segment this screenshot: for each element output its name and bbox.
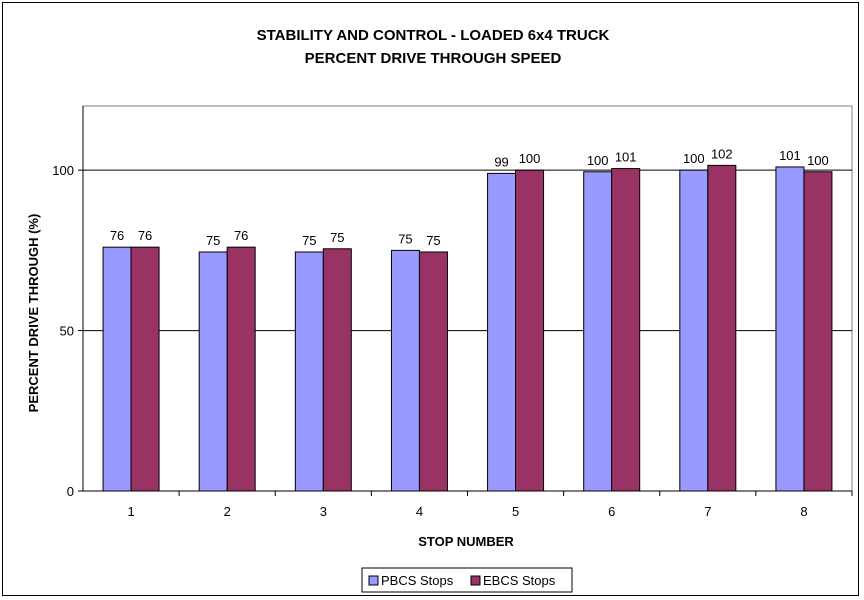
- bar-ebcs: [418, 251, 448, 492]
- data-label: 75: [302, 233, 316, 248]
- bar-pbcs: [583, 171, 613, 492]
- legend-box: [361, 567, 573, 593]
- legend-swatch-pbcs: [368, 575, 379, 586]
- data-label: 75: [398, 231, 412, 246]
- data-label: 100: [683, 151, 705, 166]
- x-tick-label: 7: [704, 504, 711, 519]
- legend-swatch-ebcs: [470, 575, 481, 586]
- legend-label-ebcs: EBCS Stops: [483, 573, 556, 588]
- data-label: 102: [711, 146, 733, 161]
- x-tick-label: 4: [416, 504, 423, 519]
- x-tick-label: 6: [608, 504, 615, 519]
- bar-ebcs: [803, 171, 833, 492]
- chart-svg: STABILITY AND CONTROL - LOADED 6x4 TRUCK…: [26, 27, 853, 593]
- bar-pbcs: [198, 251, 228, 492]
- data-label: 101: [779, 148, 801, 163]
- data-label: 75: [330, 230, 344, 245]
- y-tick-label: 50: [60, 324, 74, 339]
- x-tick-label: 2: [224, 504, 231, 519]
- plot-area: 0 50 100 1 76 76 2 75 76 3 75 75 4 75 75 5 99 100 6 100 101 7…: [52, 105, 853, 519]
- data-label: 76: [110, 228, 124, 243]
- bar-ebcs: [322, 248, 352, 492]
- x-tick-label: 3: [320, 504, 327, 519]
- data-label: 100: [587, 153, 609, 168]
- bar-pbcs: [390, 249, 420, 492]
- data-label: 100: [519, 151, 541, 166]
- y-axis-title: PERCENT DRIVE THROUGH (%): [26, 214, 41, 413]
- bar-ebcs: [130, 246, 160, 492]
- data-label: 75: [206, 233, 220, 248]
- y-tick-label: 100: [52, 163, 74, 178]
- data-label: 100: [807, 153, 829, 168]
- bar-pbcs: [679, 169, 709, 492]
- data-label: 99: [494, 154, 508, 169]
- bar-ebcs: [515, 169, 545, 492]
- data-label: 75: [426, 233, 440, 248]
- data-label: 76: [234, 228, 248, 243]
- bar-ebcs: [707, 164, 737, 492]
- plot-background: [82, 105, 853, 492]
- data-label: 76: [138, 228, 152, 243]
- data-label: 101: [615, 150, 637, 165]
- y-tick-label: 0: [67, 484, 74, 499]
- legend: PBCS Stops EBCS Stops: [361, 567, 573, 593]
- bar-pbcs: [487, 172, 517, 492]
- bar-pbcs: [775, 166, 805, 492]
- bar-pbcs: [294, 251, 324, 492]
- bar-pbcs: [102, 246, 132, 492]
- chart-subtitle: PERCENT DRIVE THROUGH SPEED: [305, 50, 562, 67]
- legend-label-pbcs: PBCS Stops: [381, 573, 454, 588]
- x-tick-label: 5: [512, 504, 519, 519]
- x-tick-label: 1: [127, 504, 134, 519]
- chart-title: STABILITY AND CONTROL - LOADED 6x4 TRUCK: [257, 27, 610, 44]
- bar-ebcs: [611, 168, 641, 492]
- x-axis-title: STOP NUMBER: [418, 534, 514, 549]
- x-tick-label: 8: [800, 504, 807, 519]
- bar-ebcs: [226, 246, 256, 492]
